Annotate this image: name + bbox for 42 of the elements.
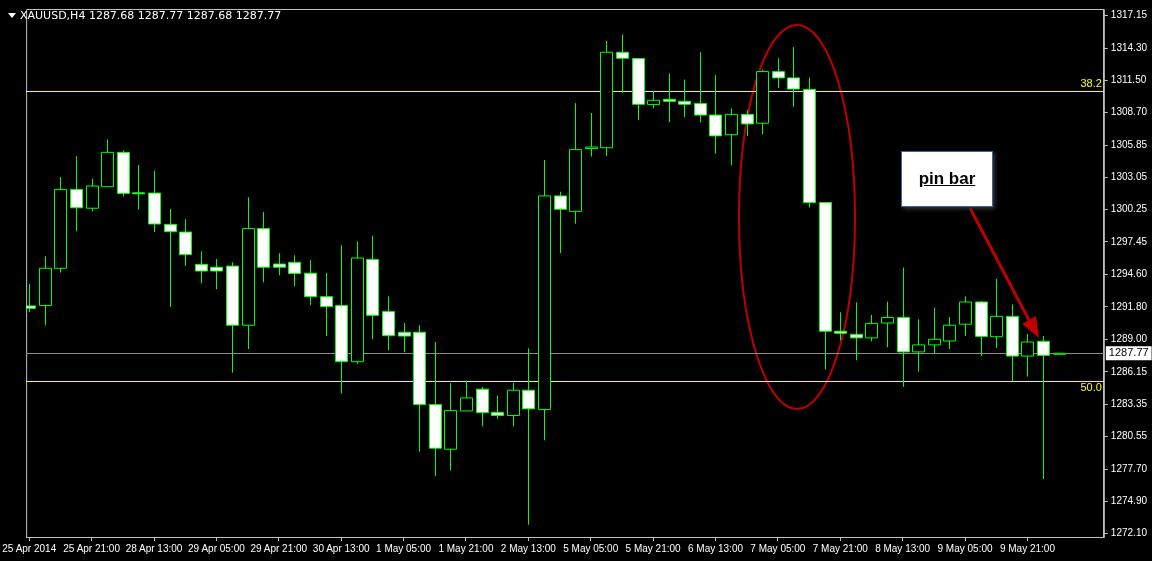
y-tick-label: 1291.80 [1110,300,1148,312]
y-tick-label: 1289.00 [1110,332,1148,344]
candlestick [554,191,567,254]
y-tick-label: 1272.10 [1110,527,1148,539]
candlestick [787,46,800,108]
y-tick-label: 1308.70 [1110,106,1148,118]
y-tick-label: 1274.90 [1110,495,1148,507]
annotation: 50.0 [1080,381,1102,394]
x-tick-label: 5 May 05:00 [563,542,619,554]
x-tick-label: 6 May 13:00 [687,542,744,554]
y-tick-label: 1303.05 [1110,171,1148,183]
x-tick-label: 30 Apr 13:00 [312,542,370,554]
y-tick-label: 1283.35 [1110,397,1148,409]
x-tick-label: 7 May 21:00 [812,542,869,554]
x-tick-label: 28 Apr 13:00 [125,542,183,554]
x-tick-label: 8 May 13:00 [875,542,931,554]
callout-box: pin bar [901,151,993,207]
y-tick-label: 1297.45 [1110,235,1148,247]
x-tick-label: 2 May 13:00 [500,542,557,554]
y-tick-label: 1286.15 [1110,365,1148,377]
x-tick-label: 29 Apr 05:00 [188,542,246,554]
x-tick-label: 9 May 05:00 [937,542,993,554]
candlestick [694,51,707,123]
y-tick-label: 1294.60 [1110,268,1148,280]
candlestick [881,301,894,348]
y-tick-label: 1277.70 [1110,462,1148,474]
annotation: 38.2 [1080,77,1102,90]
y-tick-label: 1317.15 [1110,9,1148,21]
ref-line-label: 1287.77 [1108,346,1149,359]
x-tick-label: 5 May 21:00 [625,542,682,554]
y-tick-label: 1300.25 [1110,203,1148,215]
x-tick-label: 25 Apr 2014 [2,542,57,554]
x-tick-label: 25 Apr 21:00 [63,542,121,554]
x-tick-label: 1 May 05:00 [376,542,432,554]
y-tick-label: 1280.55 [1110,430,1148,442]
y-tick-label: 1314.30 [1110,41,1148,53]
x-tick-label: 9 May 21:00 [999,542,1056,554]
x-tick-label: 7 May 05:00 [750,542,806,554]
x-tick-label: 1 May 21:00 [438,542,494,554]
y-tick-label: 1305.85 [1110,139,1148,151]
y-tick-label: 1311.50 [1110,74,1147,86]
x-tick-label: 29 Apr 21:00 [250,542,308,554]
